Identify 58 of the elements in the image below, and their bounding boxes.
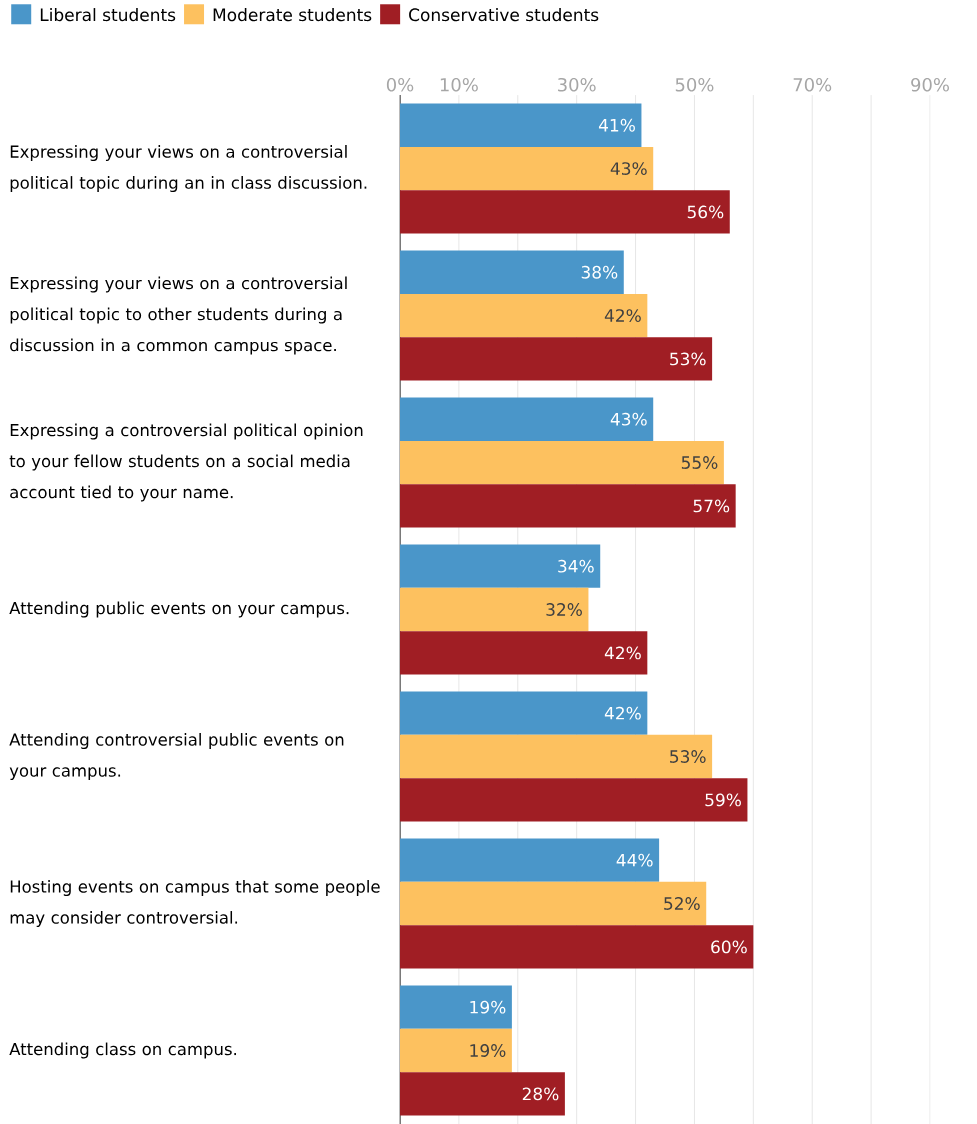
legend-label: Moderate students	[213, 8, 372, 22]
data-label: 42%	[604, 309, 641, 322]
data-label: 32%	[546, 603, 582, 616]
data-label: 55%	[681, 456, 718, 469]
y-tick-label: Expressing a controversial political opinion to your fellow students on a social media account tied to your name.	[9, 423, 363, 502]
bar	[400, 691, 648, 735]
data-label: 41%	[598, 118, 635, 132]
bar	[400, 734, 713, 779]
y-tick-label: Expressing your views on a controversial political topic to other students during a discussion in a common campus space.	[10, 276, 347, 355]
data-label: 60%	[711, 940, 747, 954]
x-tick-label: 30%	[558, 77, 596, 92]
data-label: 42%	[604, 706, 641, 720]
bar	[400, 146, 654, 191]
data-label: 19%	[470, 1044, 506, 1057]
data-label: 28%	[522, 1087, 559, 1101]
data-label: 34%	[558, 559, 594, 573]
bar	[400, 190, 730, 234]
data-label: 53%	[670, 352, 706, 366]
bar	[400, 103, 642, 147]
bar	[400, 587, 589, 632]
data-label: 42%	[604, 646, 641, 660]
data-label: 57%	[693, 499, 730, 513]
y-tick-label: Expressing your views on a controversial political topic during an in class discussion.	[10, 145, 367, 193]
data-label: 43%	[610, 162, 647, 175]
bar	[400, 985, 512, 1029]
data-label: 59%	[705, 793, 741, 807]
legend-label: Liberal students	[40, 8, 176, 22]
y-tick-label: Attending controversial public events on your campus.	[9, 733, 344, 781]
bar	[400, 881, 707, 926]
data-label: 52%	[664, 897, 700, 910]
bar	[400, 1072, 565, 1116]
y-tick-label: Attending public events on your campus.	[9, 601, 349, 618]
bar	[400, 1028, 512, 1073]
data-label: 43%	[610, 412, 647, 426]
y-tick-label: Hosting events on campus that some people may consider controversial.	[10, 880, 380, 928]
x-tick-label: 70%	[793, 77, 832, 92]
bar	[400, 544, 601, 588]
bar	[400, 631, 648, 675]
x-tick-label: 50%	[675, 77, 714, 92]
bar	[400, 778, 748, 822]
bar	[400, 838, 660, 882]
data-label: 56%	[687, 205, 724, 219]
data-label: 53%	[670, 750, 706, 763]
bar	[400, 337, 713, 381]
bar	[400, 293, 648, 338]
legend-label: Conservative students	[409, 8, 599, 22]
x-tick-label: 10%	[440, 77, 478, 92]
bar	[400, 397, 654, 441]
bar	[400, 250, 624, 294]
data-label: 19%	[470, 1000, 506, 1014]
data-label: 44%	[616, 853, 653, 867]
y-tick-label: Attending class on campus.	[9, 1042, 237, 1059]
x-tick-label: 0%	[386, 77, 414, 92]
bar	[400, 440, 724, 485]
data-label: 38%	[581, 265, 618, 279]
bar	[400, 925, 754, 969]
x-tick-label: 90%	[911, 77, 949, 92]
bar	[400, 484, 736, 528]
